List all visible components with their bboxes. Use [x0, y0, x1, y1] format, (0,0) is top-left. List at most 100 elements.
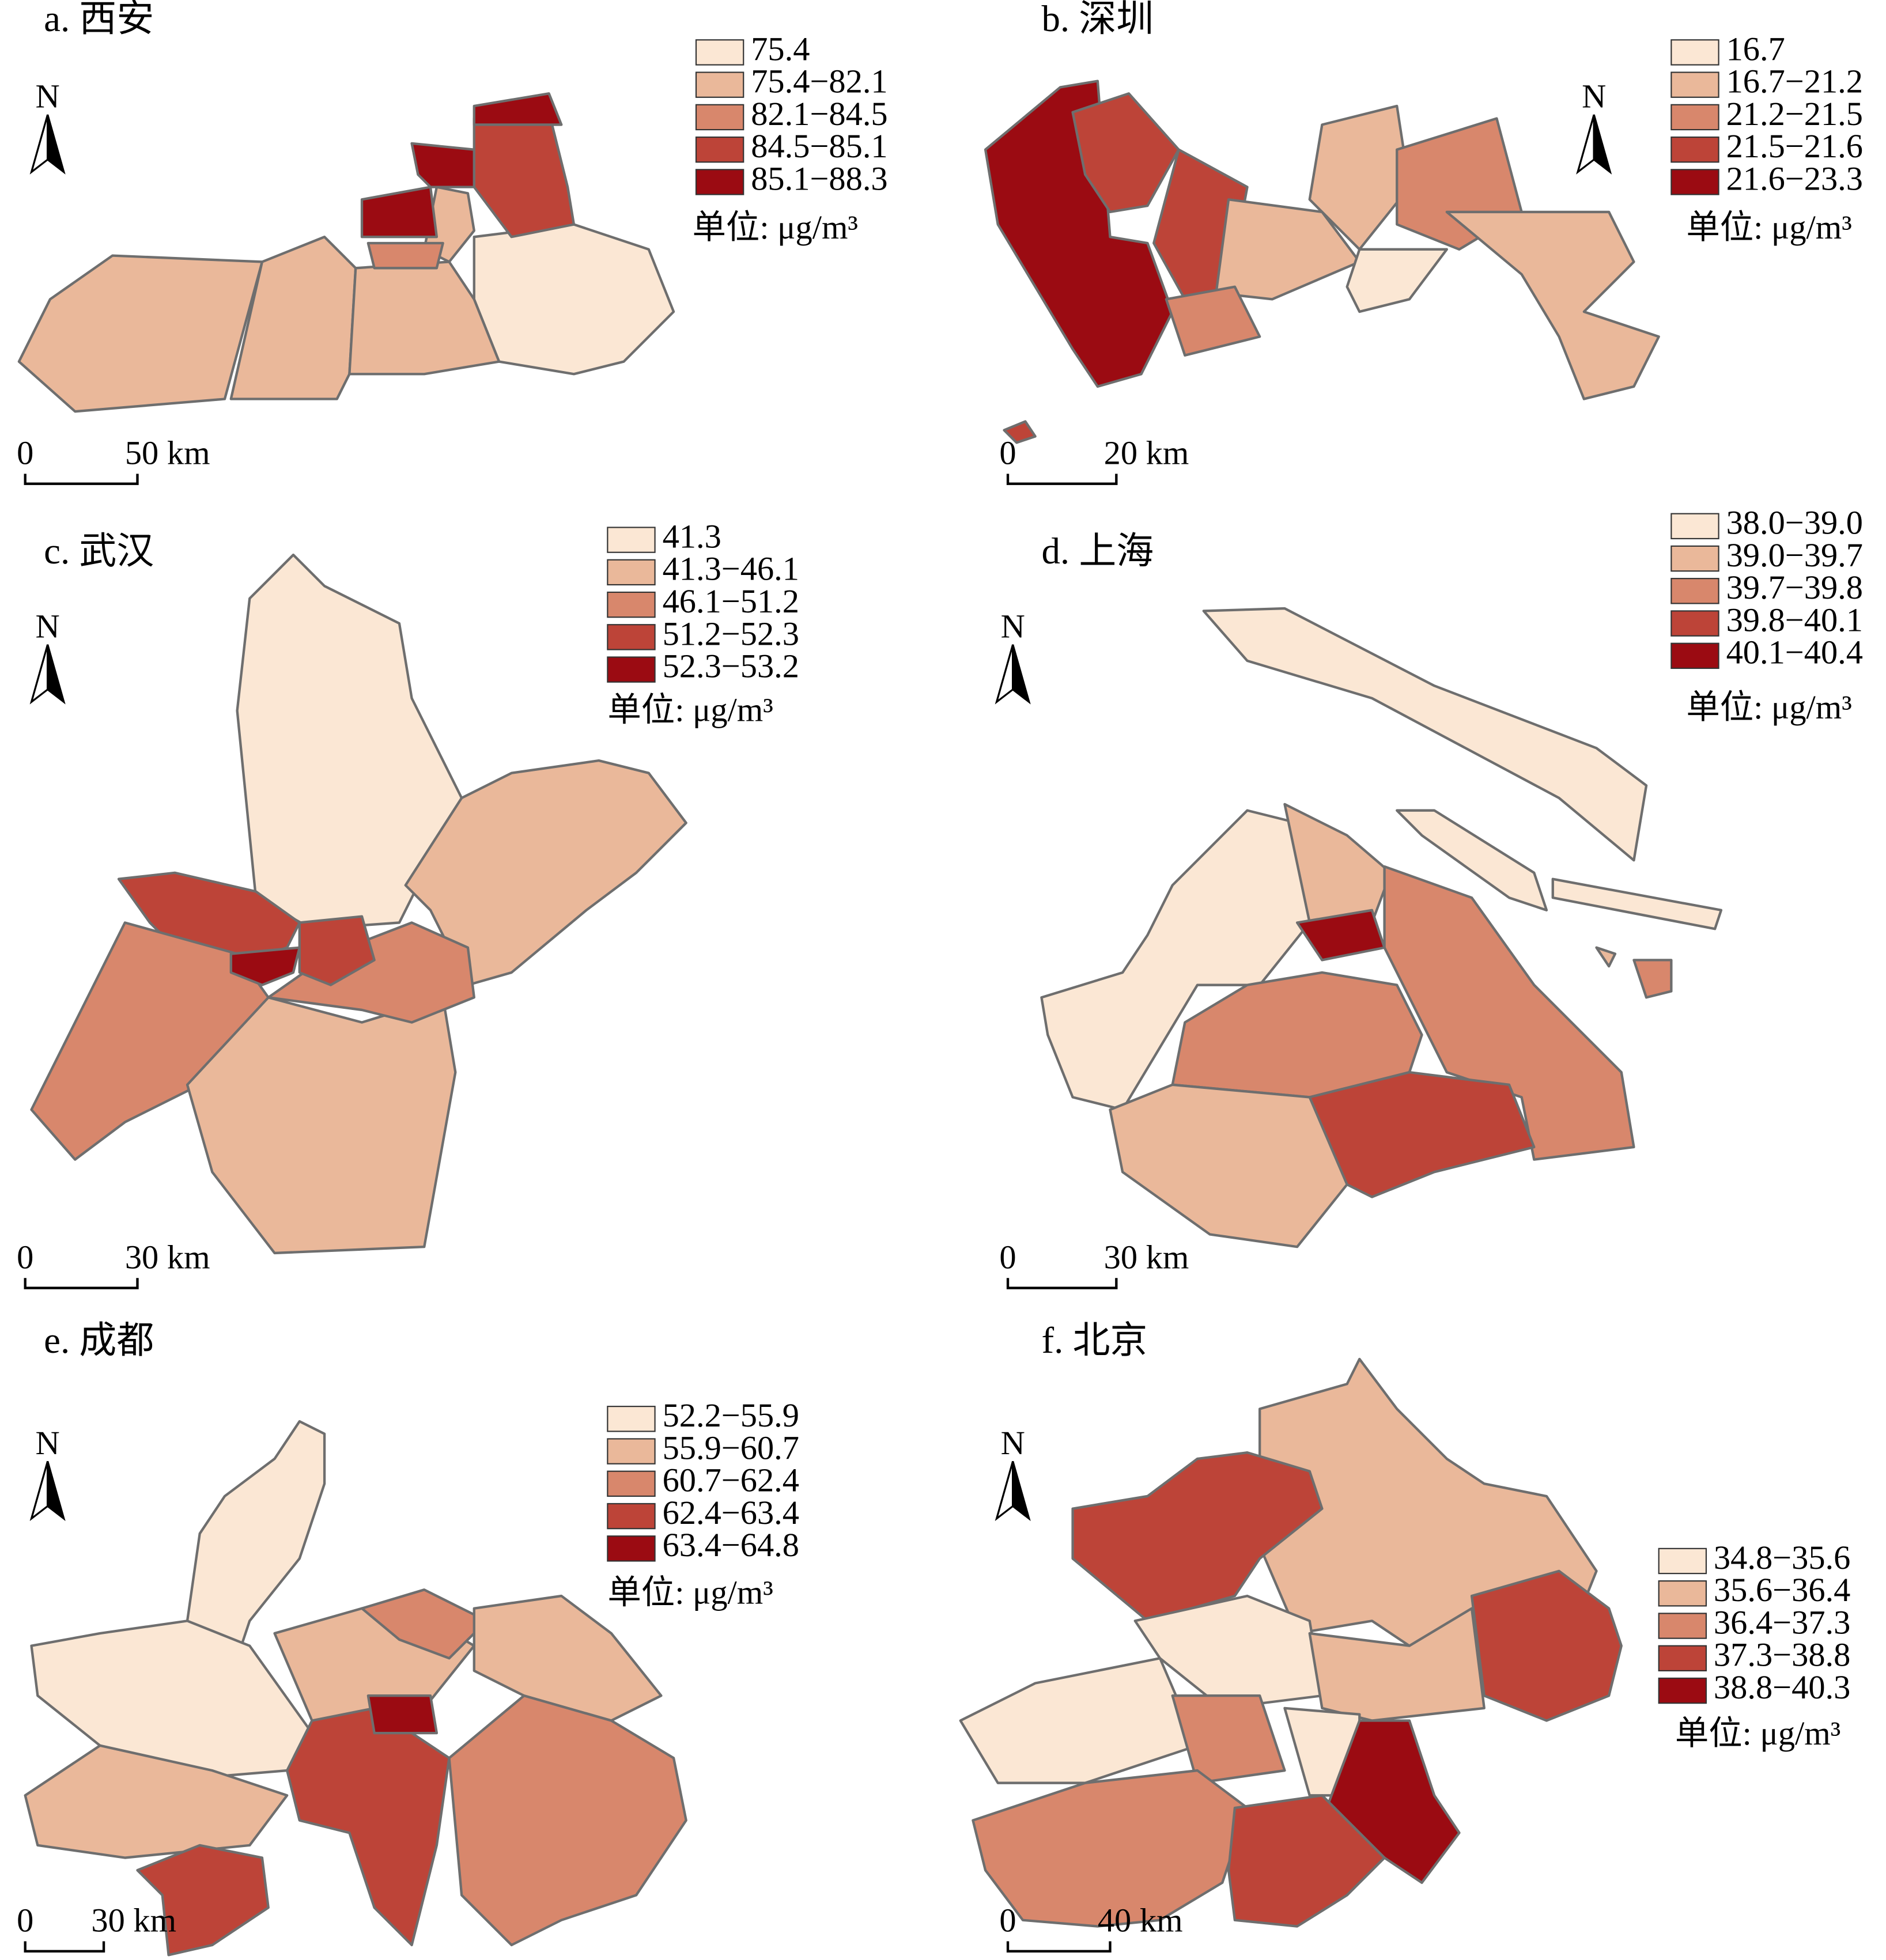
scale-label: 0 [17, 1902, 33, 1939]
scale-label: 0 [999, 1902, 1016, 1939]
north-arrow-right [47, 1460, 66, 1522]
district [473, 92, 563, 126]
district [1295, 909, 1386, 962]
legend-swatch [607, 1406, 656, 1432]
panel-title: b. 深圳 [1041, 0, 1154, 40]
legend-label: 39.7−39.8 [1726, 569, 1863, 606]
legend-swatch [1670, 545, 1719, 572]
legend-label: 21.6−23.3 [1726, 160, 1863, 197]
north-label: N [36, 78, 60, 115]
unit-label: 单位: μg/m³ [1686, 209, 1851, 246]
district [1445, 210, 1660, 400]
legend-swatch [607, 591, 656, 618]
district [984, 80, 1174, 388]
district [448, 1694, 687, 1947]
unit-label: 单位: μg/m³ [1675, 1715, 1840, 1752]
scale-label: 40 km [1098, 1902, 1183, 1939]
legend-swatch [607, 1535, 656, 1562]
district [229, 946, 301, 986]
legend-swatch [695, 39, 744, 66]
legend-label: 21.5−21.6 [1726, 127, 1863, 165]
district [1595, 946, 1617, 968]
scale-bar [1006, 1278, 1118, 1289]
legend-swatch [1658, 1645, 1707, 1672]
district [1308, 1607, 1486, 1722]
legend-swatch [1670, 642, 1719, 669]
legend-label: 16.7 [1726, 30, 1785, 67]
north-label: N [36, 1424, 60, 1462]
scale-label: 0 [17, 1238, 33, 1276]
scale-label: 50 km [125, 434, 210, 471]
north-label: N [36, 607, 60, 645]
panel-title: a. 西安 [44, 0, 154, 40]
legend-label: 51.2−52.3 [663, 615, 799, 652]
legend-swatch [607, 624, 656, 650]
scale-label: 30 km [91, 1902, 176, 1939]
north-arrow-right [47, 644, 66, 705]
district [1283, 803, 1392, 924]
legend-swatch [1658, 1547, 1707, 1575]
legend-swatch [1658, 1580, 1707, 1607]
legend-label: 75.4 [751, 30, 810, 67]
north-label: N [1582, 78, 1606, 115]
legend-label: 41.3−46.1 [663, 550, 799, 588]
legend-swatch [695, 104, 744, 131]
district [1470, 1569, 1623, 1722]
legend-label: 62.4−63.4 [663, 1494, 799, 1531]
north-arrow-right [1012, 1460, 1031, 1522]
north-label: N [1001, 1424, 1025, 1462]
legend-swatch [1670, 578, 1719, 604]
legend-swatch [695, 136, 744, 163]
legend-label: 39.8−40.1 [1726, 601, 1863, 638]
legend-swatch [1670, 39, 1719, 66]
district [360, 186, 439, 239]
legend-label: 40.1−40.4 [1726, 634, 1863, 671]
district [366, 241, 444, 270]
scale-label: 20 km [1104, 434, 1189, 471]
district [1383, 865, 1635, 1161]
legend-swatch [607, 1503, 656, 1530]
district [1071, 92, 1180, 214]
district [1071, 1451, 1324, 1622]
district [1308, 104, 1411, 251]
scale-label: 0 [999, 1238, 1016, 1276]
legend-swatch [695, 169, 744, 195]
map-panel: a. 西安 N 75.475.4−82.182.1−84.584.5−85.185.… [17, 0, 888, 485]
legend-label: 46.1−51.2 [663, 582, 799, 620]
scale-bar [24, 1278, 139, 1289]
legend-label: 36.4−37.3 [1714, 1603, 1850, 1641]
legend-label: 38.8−40.3 [1714, 1668, 1850, 1706]
map-panel: b. 深圳 N 16.716.7−21.221.2−21.521.5−21.621.… [984, 0, 1863, 485]
legend-swatch [607, 656, 656, 683]
panel-title: c. 武汉 [44, 531, 154, 572]
legend-label: 82.1−84.5 [751, 95, 887, 133]
scale-label: 30 km [125, 1238, 210, 1276]
unit-label: 单位: μg/m³ [1686, 688, 1851, 726]
legend-label: 84.5−85.1 [751, 127, 887, 165]
district [1109, 1083, 1348, 1248]
district [410, 142, 475, 188]
map-panel: e. 成都 N 52.2−55.955.9−60.760.7−62.462.4−63… [17, 1320, 799, 1957]
district [1003, 420, 1037, 444]
panel-title: f. 北京 [1041, 1320, 1147, 1361]
district [24, 1744, 289, 1859]
north-arrow-right [1012, 644, 1031, 705]
district [186, 996, 457, 1255]
district [1215, 198, 1361, 301]
legend-label: 63.4−64.8 [663, 1526, 799, 1564]
north-label: N [1001, 607, 1025, 645]
legend-label: 21.2−21.5 [1726, 95, 1863, 133]
district [1632, 959, 1673, 999]
legend-label: 55.9−60.7 [663, 1429, 799, 1466]
legend-swatch [607, 527, 656, 553]
district [298, 915, 376, 986]
legend-label: 85.1−88.3 [751, 160, 887, 197]
north-arrow-right [1593, 114, 1612, 175]
map-panel: c. 武汉 N 41.341.3−46.146.1−51.251.2−52.352.… [17, 517, 799, 1289]
scale-label: 0 [999, 434, 1016, 471]
legend-swatch [1670, 104, 1719, 131]
unit-label: 单位: μg/m³ [693, 209, 858, 246]
scale-bar [1006, 1941, 1112, 1953]
unit-label: 单位: μg/m³ [607, 1573, 773, 1611]
